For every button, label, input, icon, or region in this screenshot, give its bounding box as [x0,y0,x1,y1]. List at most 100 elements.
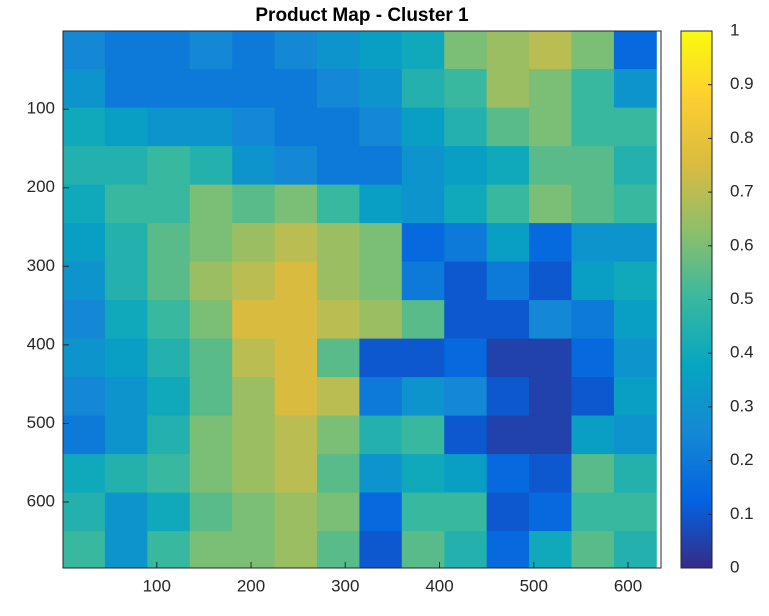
heatmap-cell [486,261,530,301]
heatmap-cell [189,261,233,301]
heatmap-cell [571,261,615,301]
heatmap-cell [444,492,488,532]
heatmap-cell [104,531,148,568]
heatmap-cell [189,31,233,70]
heatmap-cell [189,415,233,455]
heatmap-cell [104,415,148,455]
heatmap-cell [147,415,191,455]
heatmap-cell [529,184,572,224]
heatmap-cell [444,454,488,494]
x-tick-label: 100 [143,576,171,595]
heatmap-cell [571,531,615,568]
heatmap-cell [571,415,615,455]
heatmap-cell [316,31,360,70]
heatmap-cell [147,454,191,494]
heatmap-cell [63,300,106,340]
heatmap-cell [104,492,148,532]
heatmap-cell [189,531,233,568]
y-tick-label: 300 [27,256,55,275]
heatmap-cell [232,31,276,70]
chart-title: Product Map - Cluster 1 [255,5,469,26]
colorbar-tick-label: 0.6 [730,235,754,254]
x-tick-label: 500 [520,576,548,595]
heatmap-cell [147,107,191,147]
heatmap-cell [63,107,106,147]
heatmap-cell [232,531,276,568]
heatmap-cell [147,261,191,301]
heatmap-cell [571,377,615,417]
heatmap-cell [232,415,276,455]
heatmap-cell [274,377,318,417]
colorbar-tick-label: 1 [730,20,739,39]
heatmap-cell [486,377,530,417]
heatmap-cell [104,184,148,224]
heatmap-cell [359,415,403,455]
heatmap-cell [232,223,276,263]
heatmap-cell [104,107,148,147]
heatmap-cell [486,531,530,568]
heatmap-cell [571,223,615,263]
heatmap-cell [359,261,403,301]
heatmap-cell [401,531,445,568]
heatmap-cell [232,184,276,224]
heatmap-cell [401,300,445,340]
heatmap-cell [274,31,318,70]
heatmap-cell [529,531,572,568]
heatmap-cell [486,107,530,147]
heatmap-cell [104,69,148,109]
heatmap-cell [486,338,530,378]
y-tick-label: 100 [27,99,55,118]
heatmap-cell [401,492,445,532]
heatmap-cell [189,454,233,494]
heatmap-cell [486,492,530,532]
heatmap-cell [529,146,572,186]
heatmap-cell [274,531,318,568]
heatmap-cell [63,415,106,455]
heatmap-cell [63,223,106,263]
heatmap-cell [401,146,445,186]
heatmap-cell [529,69,572,109]
heatmap-cell [401,223,445,263]
heatmap-cell [571,69,615,109]
colorbar [680,30,713,569]
heatmap-cell [529,492,572,532]
heatmap-cell [147,69,191,109]
heatmap-cell [63,338,106,378]
heatmap-cell [571,146,615,186]
heatmap-cell [613,454,657,494]
heatmap-cell [486,69,530,109]
heatmap-cell [232,300,276,340]
y-tick-label: 400 [27,334,55,353]
colorbar-tick-label: 0.2 [730,450,754,469]
heatmap-cell [274,492,318,532]
heatmap-cell [529,338,572,378]
heatmap-cell [613,377,657,417]
heatmap-cell [274,223,318,263]
heatmap-cell [316,531,360,568]
heatmap-cell [486,454,530,494]
heatmap-cell [613,300,657,340]
colorbar-tick-label: 0.3 [730,396,754,415]
heatmap-cell [613,338,657,378]
heatmap-cell [274,107,318,147]
heatmap-cell [147,146,191,186]
heatmap-cell [444,223,488,263]
heatmap-cell [63,31,106,70]
heatmap-cell [401,69,445,109]
heatmap-cell [316,415,360,455]
x-tick-label: 600 [614,576,642,595]
heatmap-cell [613,223,657,263]
heatmap-cell [63,69,106,109]
heatmap-cell [529,300,572,340]
heatmap-cell [274,454,318,494]
heatmap-cell [147,184,191,224]
heatmap-cell [63,492,106,532]
heatmap-cell [401,184,445,224]
heatmap-cell [104,261,148,301]
heatmap-cell [359,146,403,186]
heatmap-cell [571,454,615,494]
heatmap-cell [571,107,615,147]
colorbar-tick-label: 0.7 [730,182,754,201]
heatmap-cells [63,31,657,568]
